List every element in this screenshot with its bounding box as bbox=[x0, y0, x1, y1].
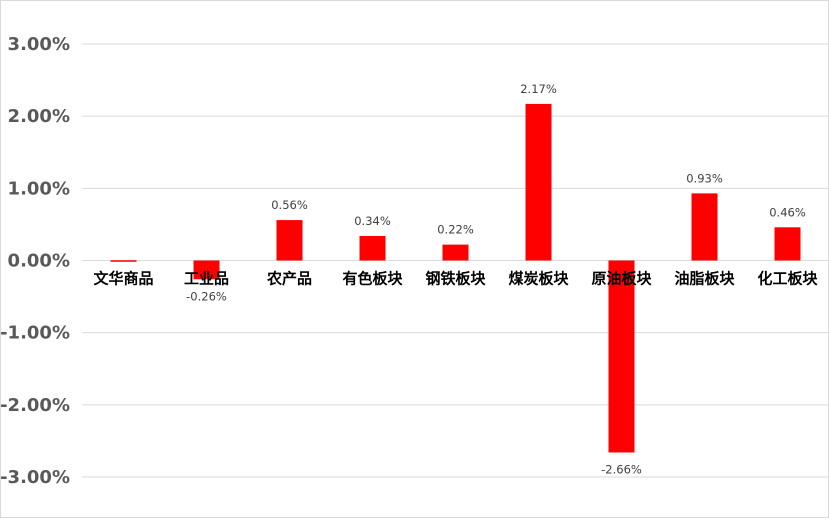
bar bbox=[608, 260, 635, 453]
y-axis-tick-labels: 3.00% 2.00% 1.00% 0.00% -1.00% -2.00% -3.00% bbox=[0, 34, 70, 488]
x-category-label: 原油板块 bbox=[591, 270, 652, 288]
x-category-label: 钢铁板块 bbox=[425, 270, 486, 288]
x-category-label: 有色板块 bbox=[342, 270, 403, 288]
y-tick-label: -1.00% bbox=[0, 323, 70, 344]
data-label: -0.26% bbox=[186, 289, 227, 303]
x-category-label: 农产品 bbox=[266, 270, 312, 288]
bar bbox=[774, 227, 801, 261]
bar bbox=[691, 193, 718, 261]
x-category-label: 化工板块 bbox=[757, 270, 818, 288]
y-tick-label: 1.00% bbox=[8, 178, 70, 199]
data-label: 0.93% bbox=[686, 171, 723, 185]
bar bbox=[525, 103, 552, 261]
x-category-label: 工业品 bbox=[184, 270, 229, 288]
bar bbox=[359, 235, 386, 261]
x-axis-category-labels: 文华商品 工业品 农产品 有色板块 钢铁板块 煤炭板块 原油板块 油脂板块 化工板块 bbox=[93, 270, 818, 288]
y-tick-label: -2.00% bbox=[0, 395, 70, 416]
data-label: 2.17% bbox=[520, 82, 557, 96]
bars bbox=[110, 103, 801, 453]
data-label: 0.22% bbox=[437, 223, 474, 237]
y-tick-label: -3.00% bbox=[0, 467, 70, 488]
data-labels: -0.26% 0.56% 0.34% 0.22% 2.17% -2.66% 0.93% 0.4… bbox=[186, 82, 806, 477]
data-label: 0.34% bbox=[354, 214, 391, 228]
data-label: -2.66% bbox=[601, 462, 642, 476]
x-category-label: 煤炭板块 bbox=[508, 270, 569, 288]
x-category-label: 文华商品 bbox=[93, 270, 153, 288]
bar bbox=[442, 244, 469, 261]
bar bbox=[110, 260, 137, 262]
data-label: 0.46% bbox=[769, 205, 806, 219]
y-tick-label: 3.00% bbox=[8, 34, 70, 55]
y-tick-label: 2.00% bbox=[8, 106, 70, 127]
bar bbox=[276, 220, 303, 261]
y-tick-label: 0.00% bbox=[8, 251, 70, 272]
bar bbox=[193, 260, 220, 280]
x-category-label: 油脂板块 bbox=[674, 270, 735, 288]
data-label: 0.56% bbox=[271, 198, 308, 212]
